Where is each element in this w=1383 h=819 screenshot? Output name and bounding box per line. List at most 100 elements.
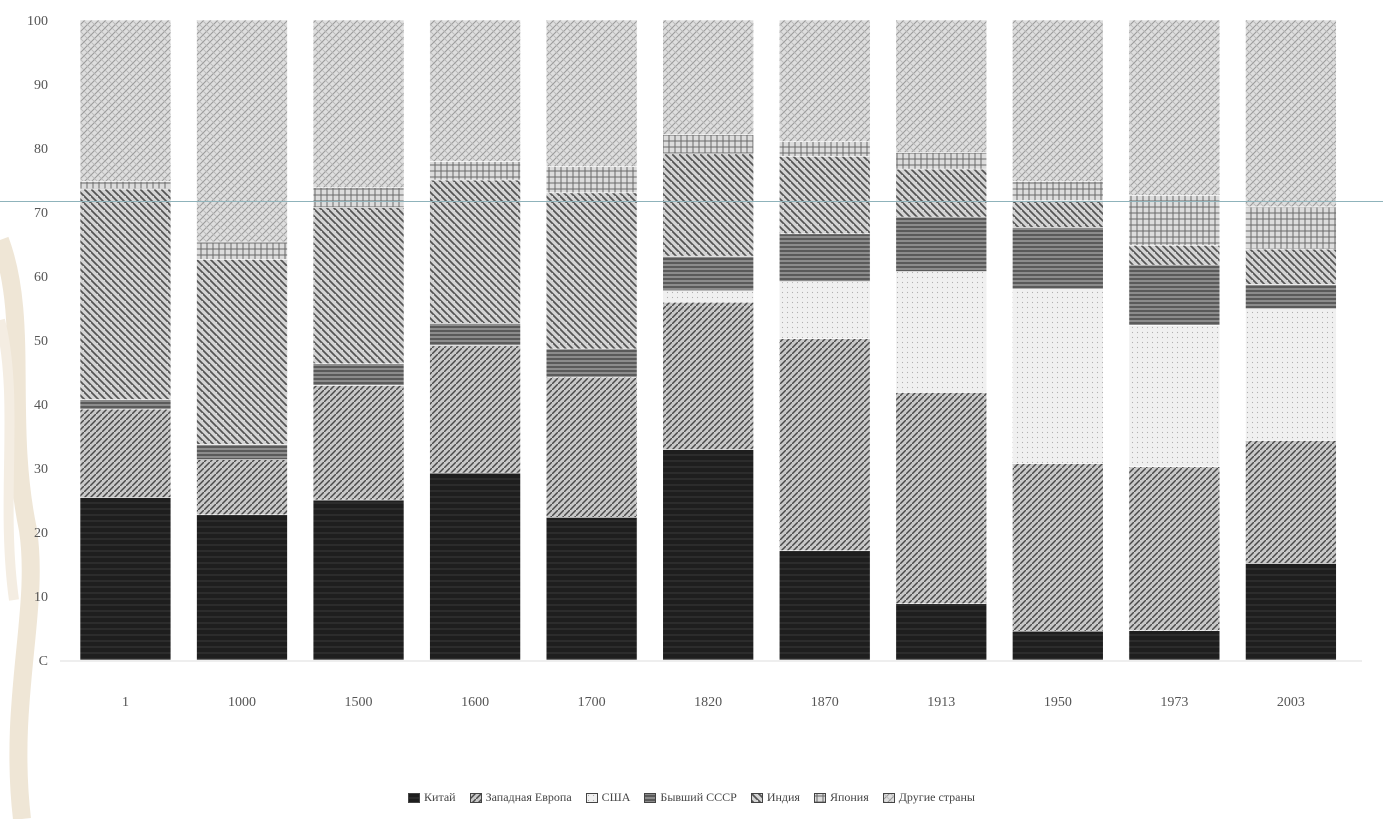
bar-segment	[895, 603, 988, 661]
x-tick-label: 1600	[461, 695, 489, 710]
bar-segment	[429, 472, 521, 661]
legend-item: Западная Европа	[469, 790, 572, 805]
legend-item: Другие страны	[882, 790, 975, 805]
x-tick-label: 1500	[345, 695, 373, 710]
y-tick-label: 60	[34, 270, 48, 285]
bar-segment	[1012, 180, 1104, 201]
y-tick-label: 40	[34, 398, 48, 413]
legend-item: США	[585, 790, 630, 805]
bar-segment	[545, 192, 638, 350]
x-axis: 1 1000 1500 1600 1700 1820 1870 1913 1950 1973 200…	[60, 660, 1362, 710]
bar-segment	[429, 19, 521, 162]
bar-segment	[196, 241, 288, 260]
legend-label: Китай	[424, 790, 456, 804]
bar-segment	[545, 348, 638, 378]
bar-segment	[545, 166, 638, 194]
bar-segment	[196, 259, 288, 445]
legend-swatch	[469, 792, 482, 803]
bar-segment	[895, 271, 988, 393]
bar-segment	[1245, 248, 1337, 285]
bar-segment	[1245, 440, 1337, 564]
bar-segment	[1128, 195, 1221, 246]
bar-segment	[429, 161, 521, 181]
bar-segment	[312, 499, 405, 661]
bar-segment	[895, 19, 988, 153]
legend-label: Бывший СССР	[660, 790, 737, 804]
bar-segment	[429, 345, 521, 474]
bar-segment	[1012, 227, 1104, 290]
bar-segment	[778, 19, 871, 142]
bar-segment	[895, 152, 988, 170]
y-tick-label: 30	[34, 462, 48, 477]
bar-segment	[1245, 563, 1337, 661]
legend-label: Западная Европа	[485, 790, 572, 804]
bar-segment	[1245, 284, 1337, 309]
bar-segment	[79, 497, 172, 661]
bar-segment	[778, 550, 871, 661]
bar-segment	[1128, 264, 1221, 326]
legend-item: Китай	[408, 790, 456, 805]
y-tick-label: 80	[34, 142, 48, 157]
bar-segment	[1012, 463, 1104, 632]
bar-segment	[1245, 308, 1337, 441]
x-tick-label: 1973	[1160, 695, 1188, 710]
bar-segment	[1245, 19, 1337, 208]
bar-segment	[79, 188, 172, 400]
bar-segment	[662, 19, 754, 135]
bar-segment	[895, 168, 988, 218]
y-tick-label: 70	[34, 206, 48, 221]
bar-segment	[778, 156, 871, 235]
bar-segment	[1012, 288, 1104, 464]
legend-item: Индия	[750, 790, 800, 805]
bar-segment	[1128, 466, 1221, 631]
bar-segment	[662, 290, 754, 303]
bar-segment	[662, 153, 754, 257]
x-tick-label: 1870	[811, 695, 839, 710]
legend-swatch	[408, 792, 421, 803]
bar-segment	[778, 233, 871, 283]
bar-segment	[196, 444, 288, 460]
x-tick-label: 1700	[578, 695, 606, 710]
x-tick-label: 1000	[228, 695, 256, 710]
bars	[79, 19, 1337, 661]
x-tick-label: 1820	[694, 695, 722, 710]
bar-segment	[545, 376, 638, 518]
bar-segment	[662, 301, 754, 450]
y-axis: С 10 20 30 40 50 60 70 80 90 100	[27, 14, 48, 669]
bar-segment	[196, 19, 288, 243]
bar-segment	[312, 207, 405, 364]
bar-segment	[662, 134, 754, 155]
bar-segment	[196, 514, 288, 661]
bar-segment	[312, 385, 405, 501]
bar-segment	[895, 392, 988, 604]
legend-label: Индия	[766, 790, 800, 804]
y-tick-label: 90	[34, 78, 48, 93]
bar-segment	[1245, 206, 1337, 250]
decorative-swirl	[0, 236, 40, 819]
legend-label: Другие страны	[898, 790, 975, 804]
bar-segment	[1128, 244, 1221, 266]
bar-segment	[778, 338, 871, 551]
legend-swatch	[644, 792, 657, 803]
x-tick-label: 2003	[1277, 695, 1305, 710]
bar-segment	[79, 180, 172, 190]
bar-segment	[1128, 324, 1221, 468]
legend-label: Япония	[829, 790, 869, 804]
bar-segment	[429, 179, 521, 324]
y-tick-label: 50	[34, 334, 48, 349]
x-tick-label: 1950	[1044, 695, 1072, 710]
bar-segment	[312, 187, 405, 208]
legend-swatch	[882, 792, 895, 803]
bar-segment	[79, 399, 172, 410]
y-tick-label: 100	[27, 14, 48, 29]
legend: Китай Западная Европа США Бывший СССР Индия Я…	[0, 790, 1383, 805]
legend-item: Япония	[813, 790, 869, 805]
bar-segment	[79, 19, 172, 182]
y-tick-label: 10	[34, 590, 48, 605]
y-tick-label: 20	[34, 526, 48, 541]
bar-segment	[895, 216, 988, 272]
bar-segment	[1012, 200, 1104, 228]
x-tick-label: 1	[122, 695, 129, 710]
bar-segment	[1128, 630, 1221, 661]
